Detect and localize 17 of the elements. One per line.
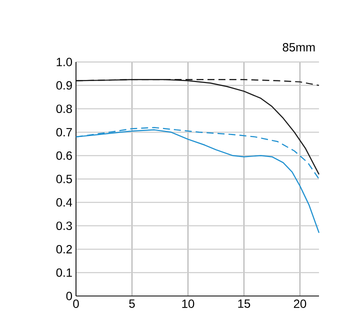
- y-tick-label: 0: [66, 292, 72, 300]
- x-tick-label: 15: [238, 300, 250, 308]
- x-tick-label: 10: [182, 300, 194, 308]
- chart-title: 85mm: [282, 43, 315, 52]
- y-tick-label: 0.4: [56, 198, 72, 207]
- y-tick-label: 0.5: [56, 174, 72, 184]
- y-tick-label: 0.2: [56, 244, 72, 254]
- x-tick-label: 20: [294, 300, 306, 308]
- x-tick-label: 0: [73, 300, 79, 308]
- y-tick-label: 0.3: [56, 222, 72, 230]
- y-tick-label: 0.8: [56, 104, 72, 114]
- y-tick-label: 0.1: [56, 268, 72, 277]
- y-tick-label: 0.9: [56, 81, 72, 90]
- y-tick-label: 0.6: [56, 151, 72, 160]
- x-tick-label: 5: [129, 300, 135, 308]
- y-tick-label: 0.7: [56, 128, 72, 136]
- y-tick-label: 1.0: [56, 58, 72, 66]
